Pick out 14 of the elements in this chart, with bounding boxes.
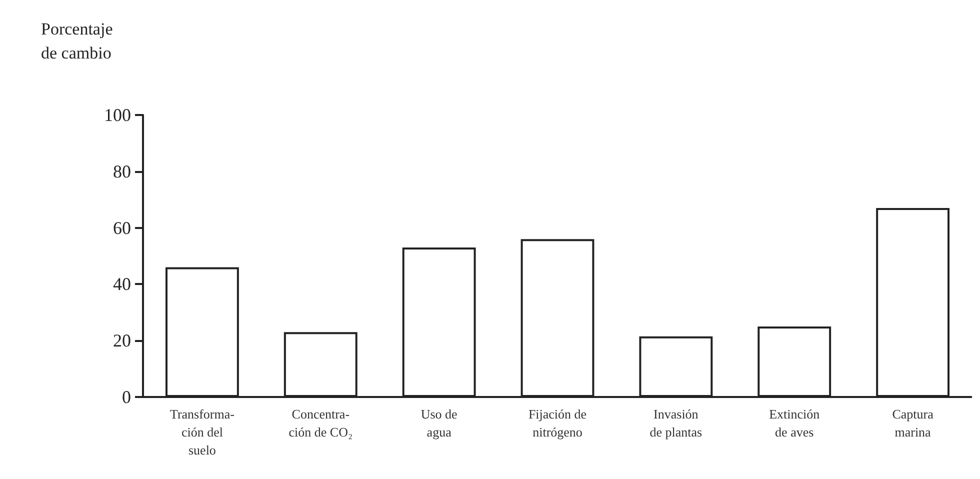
x-tick-label: Concentra- ción de CO₂ <box>288 406 353 440</box>
y-tick-label: 60 <box>113 218 131 238</box>
x-tick-label: Captura marina <box>892 406 934 440</box>
x-tick-label: Uso de agua <box>420 406 458 440</box>
y-tick-label: 100 <box>104 105 131 125</box>
y-tick-label: 40 <box>113 274 131 294</box>
x-tick-label: Extinción de aves <box>769 406 820 440</box>
y-tick-label: 20 <box>113 330 131 351</box>
y-axis-title: Porcentaje de cambio <box>41 20 113 62</box>
x-tick-label: Transforma- ción del suelo <box>170 406 234 458</box>
x-tick-label: Fijación de nitrógeno <box>528 406 587 440</box>
x-tick-label: Invasión de plantas <box>650 406 702 440</box>
y-tick-label: 0 <box>122 387 131 407</box>
y-tick-label: 80 <box>113 161 131 182</box>
